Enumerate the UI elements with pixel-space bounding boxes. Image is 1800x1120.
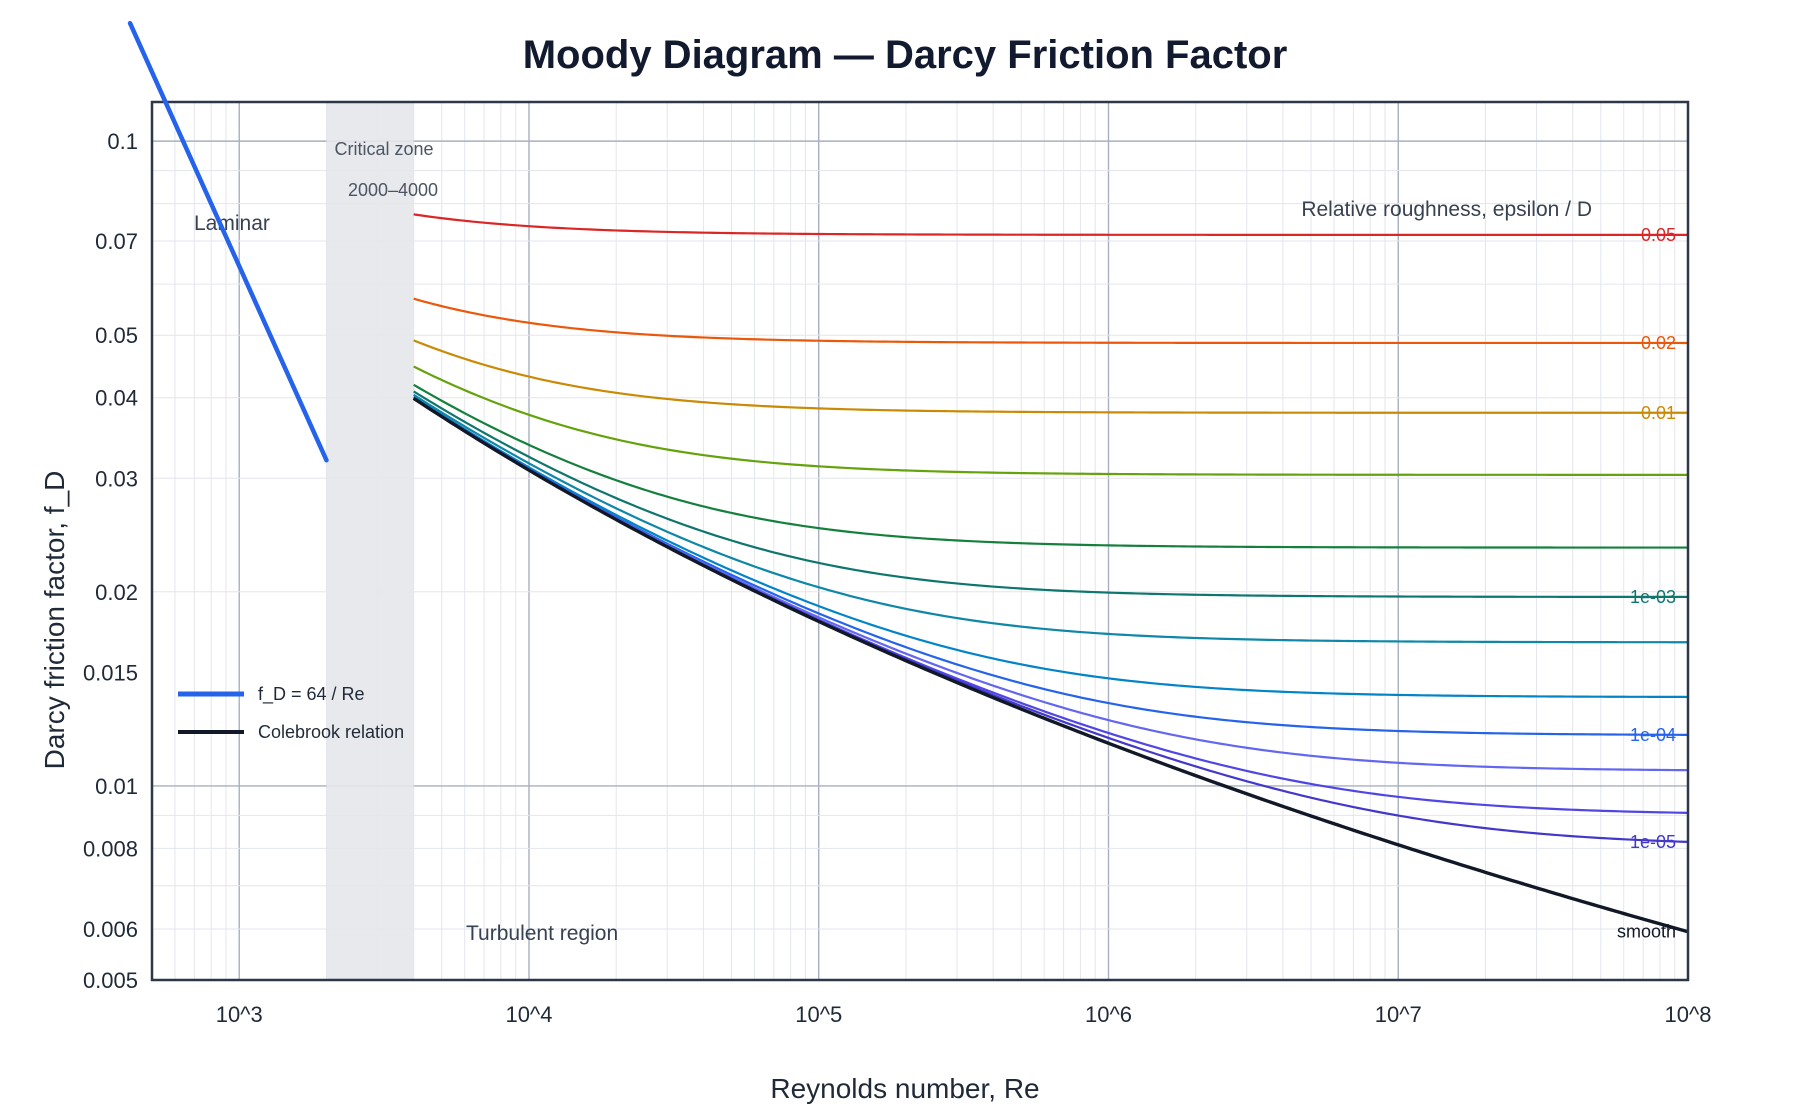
x-tick-label: 10^7 <box>1375 1002 1422 1027</box>
roughness-header: Relative roughness, epsilon / D <box>1301 198 1592 221</box>
legend: f_D = 64 / Re Colebrook relation <box>178 684 404 742</box>
tick-labels: 10^3 10^4 10^5 10^6 10^7 10^8 0.005 0.006 0.008 0… <box>83 129 1712 1027</box>
x-tick-label: 10^5 <box>795 1002 842 1027</box>
plot-frame <box>150 100 1690 982</box>
roughness-curve-2 <box>413 339 1688 414</box>
y-tick-label: 0.04 <box>95 386 138 411</box>
y-axis-label: Darcy friction factor, f_D <box>39 471 70 770</box>
x-tick-label: 10^4 <box>505 1002 552 1027</box>
roughness-curve-1 <box>413 297 1688 345</box>
curve-label: 1e-03 <box>1630 587 1676 607</box>
curve-label: 0.05 <box>1641 225 1676 245</box>
curve-label: 0.02 <box>1641 333 1676 353</box>
y-tick-label: 0.07 <box>95 229 138 254</box>
roughness-curve-3 <box>413 365 1688 476</box>
critical-zone-label: Critical zone <box>334 139 433 159</box>
y-tick-label: 0.01 <box>95 774 138 799</box>
legend-entry-label: f_D = 64 / Re <box>258 684 365 705</box>
y-tick-label: 0.1 <box>107 129 138 154</box>
roughness-curve-5 <box>413 390 1688 599</box>
y-tick-label: 0.006 <box>83 917 138 942</box>
chart-title: Moody Diagram — Darcy Friction Factor <box>523 33 1288 77</box>
roughness-curve-0 <box>413 213 1688 236</box>
roughness-curve-7 <box>413 396 1688 699</box>
y-tick-label: 0.005 <box>83 968 138 993</box>
annotations: 0.05 0.02 0.01 1e-03 1e-04 1e-05 smooth Laminar… <box>194 139 1676 945</box>
roughness-curve-12 <box>412 396 1688 934</box>
critical-zone <box>326 102 414 980</box>
critical-zone-range: 2000–4000 <box>348 180 438 200</box>
laminar-annotation: Laminar <box>194 212 270 235</box>
y-tick-label: 0.03 <box>95 466 138 491</box>
y-tick-label: 0.02 <box>95 580 138 605</box>
curve-label: smooth <box>1617 922 1676 942</box>
x-axis-label: Reynolds number, Re <box>770 1073 1039 1104</box>
roughness-curve-4 <box>413 383 1688 549</box>
x-tick-label: 10^8 <box>1664 1002 1711 1027</box>
plot-frame-rect <box>150 100 1690 982</box>
x-tick-label: 10^3 <box>216 1002 263 1027</box>
curve-label: 1e-05 <box>1630 832 1676 852</box>
critical-zone-band <box>326 102 414 980</box>
x-tick-label: 10^6 <box>1085 1002 1132 1027</box>
curves <box>412 213 1688 934</box>
roughness-curve-6 <box>413 393 1688 644</box>
roughness-curve-8 <box>413 396 1688 736</box>
y-tick-label: 0.015 <box>83 660 138 685</box>
y-tick-label: 0.008 <box>83 836 138 861</box>
turbulent-annotation: Turbulent region <box>466 922 618 945</box>
y-tick-label: 0.05 <box>95 323 138 348</box>
laminar-line <box>127 20 329 463</box>
curve-label: 1e-04 <box>1630 725 1676 745</box>
legend-entry-label: Colebrook relation <box>258 722 404 742</box>
curve-label: 0.01 <box>1641 403 1676 423</box>
